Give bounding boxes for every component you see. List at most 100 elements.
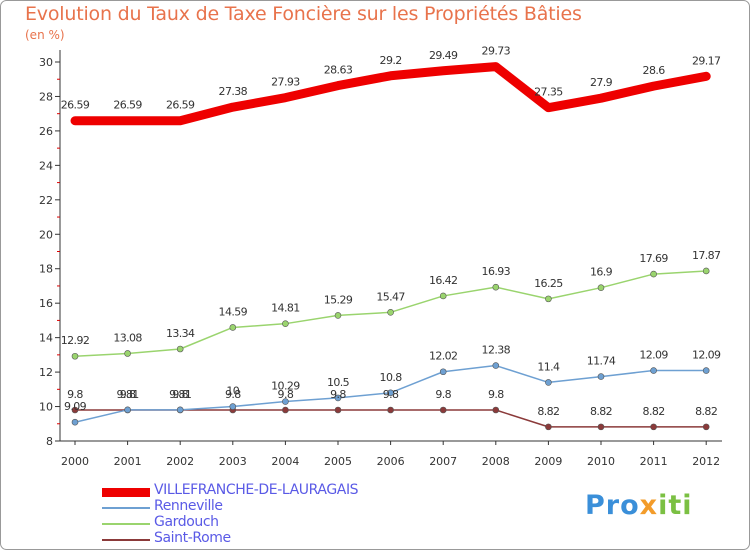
y-tick-label: 10 <box>39 401 53 414</box>
x-tick-label: 2003 <box>219 455 247 468</box>
data-label-saint-rome: 9.8 <box>330 388 346 401</box>
data-point-saint-rome <box>650 423 657 431</box>
x-tick-label: 2004 <box>271 455 299 468</box>
legend-label: VILLEFRANCHE-DE-LAURAGAIS <box>154 482 359 498</box>
x-tick-label: 2009 <box>534 455 562 468</box>
logo-part-2: x <box>639 490 659 521</box>
data-point-renneville <box>176 406 184 414</box>
data-label-villefranche: 26.59 <box>113 99 142 112</box>
data-label-gardouch: 13.08 <box>113 331 142 344</box>
data-point-renneville <box>492 362 500 369</box>
data-label-renneville: 9.09 <box>64 400 87 413</box>
legend-swatch <box>102 487 150 497</box>
series-line-villefranche <box>70 62 711 126</box>
data-point-renneville <box>597 373 605 380</box>
data-label-renneville: 12.09 <box>639 349 668 362</box>
axes: 8 10 12 14 16 18 20 22 24 26 28 30 2000 2001 2002 2003 2… <box>39 50 722 468</box>
y-tick-label: 16 <box>39 297 53 310</box>
data-label-renneville: 12.09 <box>692 349 721 362</box>
data-label-saint-rome: 9.8 <box>488 388 504 401</box>
data-point-saint-rome <box>71 406 79 414</box>
data-label-renneville: 10.29 <box>271 380 300 393</box>
data-point-renneville <box>650 367 657 374</box>
x-tick-label: 2006 <box>377 455 405 468</box>
x-tick-label: 2008 <box>482 455 510 468</box>
data-label-gardouch: 16.93 <box>482 265 511 278</box>
data-label-villefranche: 29.73 <box>482 45 511 58</box>
data-point-saint-rome <box>702 423 710 431</box>
y-tick-label: 18 <box>39 263 53 276</box>
data-label-gardouch: 15.29 <box>324 293 353 306</box>
data-label-villefranche: 29.17 <box>692 54 721 67</box>
data-point-gardouch <box>176 345 184 353</box>
data-point-gardouch <box>492 283 500 291</box>
data-label-renneville: 11.74 <box>587 355 616 368</box>
logo-part-3: iti <box>658 490 693 521</box>
legend-swatch <box>102 523 150 525</box>
data-label-saint-rome: 9.8 <box>120 388 136 401</box>
data-label-renneville: 9.81 <box>169 388 191 401</box>
data-label-renneville: 9.81 <box>117 388 139 401</box>
legend-swatch <box>102 539 150 541</box>
legend-label: Renneville <box>154 498 223 514</box>
data-label-gardouch: 16.42 <box>429 274 458 287</box>
y-tick-label: 20 <box>39 228 53 241</box>
data-label-gardouch: 13.34 <box>166 327 195 340</box>
data-label-saint-rome: 8.82 <box>590 405 612 418</box>
data-label-saint-rome: 8.82 <box>695 405 717 418</box>
y-tick-label: 22 <box>39 194 53 207</box>
y-tick-label: 12 <box>39 366 53 379</box>
data-point-renneville <box>387 389 394 397</box>
x-tick-label: 2000 <box>61 455 89 468</box>
data-point-saint-rome <box>334 406 342 414</box>
legend-swatch <box>102 507 150 509</box>
data-label-villefranche: 27.35 <box>534 86 563 99</box>
data-label-saint-rome: 9.8 <box>225 388 241 401</box>
data-point-gardouch <box>650 270 657 278</box>
data-point-renneville <box>702 367 710 374</box>
data-point-saint-rome <box>545 423 552 431</box>
data-label-gardouch: 16.9 <box>590 266 613 279</box>
data-point-renneville <box>439 368 447 376</box>
x-tick-label: 2001 <box>114 455 142 468</box>
data-label-saint-rome: 8.82 <box>537 405 559 418</box>
x-tick-label: 2011 <box>640 455 668 468</box>
data-label-gardouch: 17.87 <box>692 249 721 262</box>
data-point-gardouch <box>387 309 394 316</box>
x-tick-label: 2007 <box>429 455 457 468</box>
data-label-renneville: 11.4 <box>537 360 560 373</box>
proxiti-logo: Proxiti <box>585 490 693 521</box>
data-point-gardouch <box>334 312 342 319</box>
data-label-renneville: 12.38 <box>482 344 511 357</box>
y-tick-label: 24 <box>39 159 53 172</box>
data-point-renneville <box>282 398 289 405</box>
data-point-gardouch <box>282 320 289 327</box>
data-point-renneville <box>229 403 237 410</box>
data-label-saint-rome: 9.8 <box>172 388 188 401</box>
legend-label: Saint-Rome <box>154 530 231 546</box>
data-label-saint-rome: 9.8 <box>67 388 83 401</box>
data-label-gardouch: 12.92 <box>61 334 90 347</box>
y-tick-label: 30 <box>39 56 53 69</box>
data-label-gardouch: 15.47 <box>376 290 405 303</box>
data-label-renneville: 10 <box>226 385 239 398</box>
data-label-saint-rome: 9.8 <box>278 388 294 401</box>
data-label-renneville: 12.02 <box>429 350 458 363</box>
chart-subtitle: (en %) <box>25 28 65 42</box>
y-tick-label: 26 <box>39 125 53 138</box>
data-point-saint-rome <box>439 406 447 414</box>
data-label-renneville: 10.5 <box>327 376 350 389</box>
logo-part-1: Pro <box>585 490 640 521</box>
x-tick-label: 2002 <box>166 455 194 468</box>
data-point-renneville <box>334 394 342 402</box>
data-label-gardouch: 17.69 <box>639 252 668 265</box>
y-tick-label: 28 <box>39 90 53 103</box>
legend-label: Gardouch <box>154 514 219 530</box>
data-label-villefranche: 28.6 <box>643 64 666 77</box>
data-label-saint-rome: 9.8 <box>383 388 399 401</box>
data-point-gardouch <box>597 284 605 291</box>
data-labels: 26.59 26.59 26.59 27.38 27.93 28.63 29.2 29.49 2… <box>61 45 722 418</box>
x-tick-label: 2012 <box>692 455 720 468</box>
data-label-villefranche: 26.59 <box>61 99 90 112</box>
